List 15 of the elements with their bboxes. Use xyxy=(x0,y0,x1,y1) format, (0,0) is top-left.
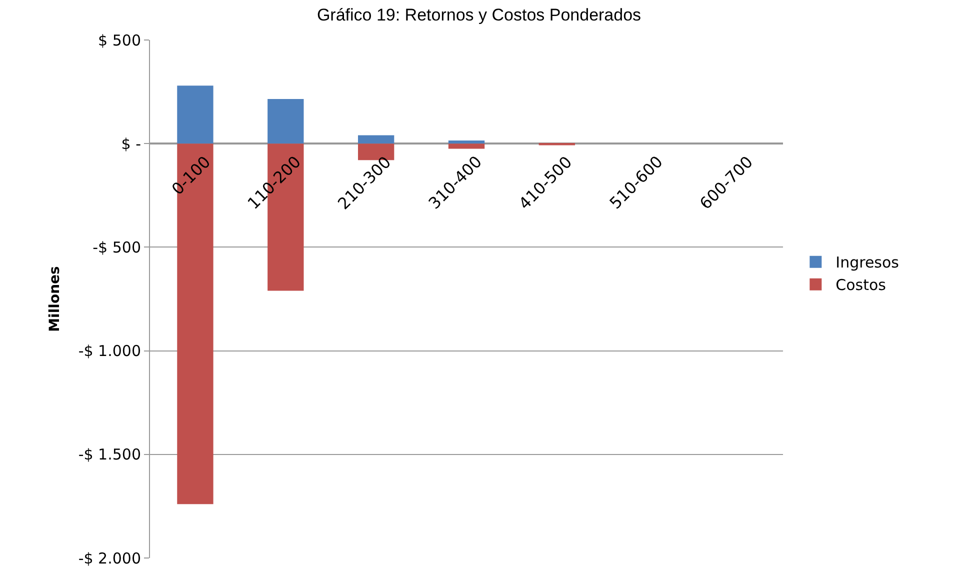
y-tick-label: -$ 500 xyxy=(92,238,141,256)
legend-label: Costos xyxy=(836,276,886,294)
y-tick-label: $ 500 xyxy=(98,31,141,50)
chart-title: Gráfico 19: Retornos y Costos Ponderados xyxy=(316,6,642,25)
y-tick-label: -$ 1.000 xyxy=(78,342,141,360)
legend-label: Ingresos xyxy=(836,254,900,272)
bar xyxy=(358,135,394,144)
bar xyxy=(268,99,304,144)
bar xyxy=(177,86,214,144)
bar xyxy=(448,144,485,149)
bar xyxy=(448,140,485,144)
y-tick-label: -$ 2.000 xyxy=(78,549,141,568)
y-tick-label: -$ 1.500 xyxy=(78,446,141,464)
y-axis-title: Millones xyxy=(46,266,63,332)
y-tick-label: $ - xyxy=(121,134,141,153)
